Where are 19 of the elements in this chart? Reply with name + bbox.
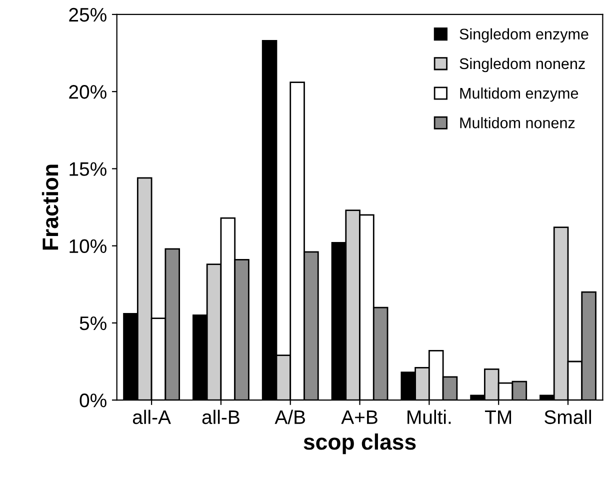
y-tick-label: 25%: [69, 8, 106, 22]
legend-label: Multidom nonenz: [460, 117, 575, 128]
y-tick-label: 20%: [69, 85, 106, 99]
x-tick-label: Small: [544, 410, 592, 424]
x-tick-label: A+B: [341, 410, 378, 424]
legend-label: Singledom enzyme: [460, 28, 588, 43]
y-tick-label: 5%: [80, 316, 106, 330]
y-tick-label: 15%: [70, 162, 106, 176]
x-tick-label: A/B: [274, 410, 306, 424]
legend-label: Singledom nonenz: [460, 58, 585, 72]
x-tick-label: all-A: [132, 410, 171, 424]
y-tick-label: 0%: [80, 394, 106, 408]
y-tick-label: 10%: [70, 239, 106, 254]
y-axis-title: Fraction: [42, 164, 58, 250]
x-tick-label: TM: [484, 410, 512, 424]
legend-label: Multidom enzyme: [460, 87, 578, 102]
x-tick-label: Multi.: [408, 410, 451, 424]
x-axis-title: scop class: [304, 433, 416, 454]
x-tick-label: all-B: [202, 410, 240, 424]
